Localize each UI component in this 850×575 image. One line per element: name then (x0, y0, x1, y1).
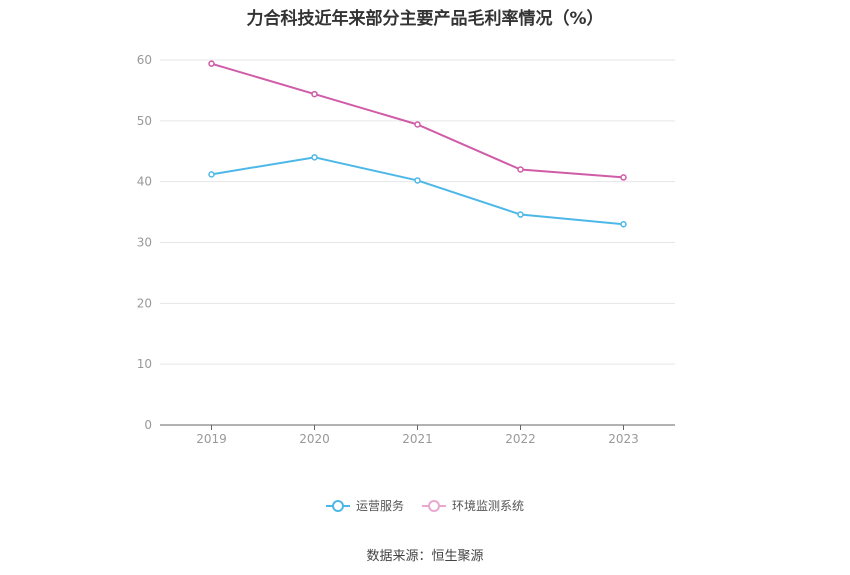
legend-marker-ops (325, 499, 350, 512)
data-point (517, 211, 524, 218)
data-point (208, 171, 215, 178)
data-point (208, 60, 215, 67)
y-tick-label: 50 (137, 114, 152, 128)
data-point (620, 221, 627, 228)
data-point (414, 177, 421, 184)
chart-title: 力合科技近年来部分主要产品毛利率情况（%） (246, 9, 604, 29)
x-tick-label: 2022 (505, 432, 536, 446)
x-tick-label: 2019 (196, 432, 227, 446)
x-tick-label: 2021 (402, 432, 433, 446)
y-tick-label: 30 (137, 236, 152, 250)
legend-label-ops: 运营服务 (355, 499, 404, 513)
y-tick-label: 10 (137, 357, 152, 371)
legend-label-env: 环境监测系统 (452, 499, 525, 513)
legend-marker-env (422, 499, 446, 512)
data-point (620, 174, 627, 181)
data-point (311, 154, 318, 161)
data-source: 数据来源：恒生聚源 (366, 549, 484, 564)
grid-lines (160, 59, 675, 365)
data-point (311, 90, 318, 98)
legend-item-ops[interactable]: 运营服务 (325, 497, 404, 514)
data-point (414, 121, 421, 128)
y-tick-label: 20 (137, 296, 152, 310)
x-tick-label: 2020 (299, 432, 330, 446)
y-tick-label: 40 (137, 175, 152, 189)
y-tick-label: 0 (144, 418, 152, 432)
legend-item-env[interactable]: 环境监测系统 (422, 497, 524, 514)
axes: 0 10 20 30 40 50 60 2019 2020 2021 2022 2023 (137, 53, 675, 446)
data-point (517, 166, 524, 173)
series-line-1 (211, 156, 624, 226)
series-layer (208, 60, 627, 228)
legend: 运营服务 环境监测系统 (0, 497, 850, 514)
y-tick-label: 60 (137, 53, 152, 67)
x-tick-label: 2023 (608, 432, 639, 446)
